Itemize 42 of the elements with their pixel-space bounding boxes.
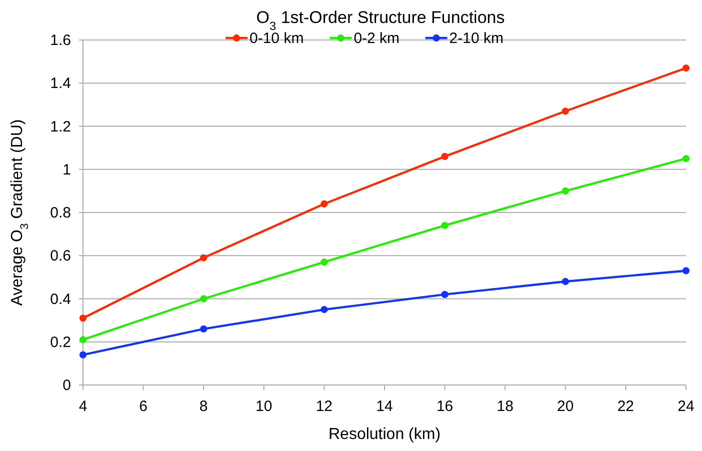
legend-label: 0-2 km	[354, 30, 400, 47]
x-tick-label: 8	[199, 398, 208, 415]
y-tick-label: 1.4	[50, 75, 71, 92]
y-tick-label: 1	[62, 161, 71, 178]
y-tick-label: 0.4	[50, 290, 71, 308]
y-tick-label: 0	[62, 377, 71, 394]
x-tick-label: 18	[496, 398, 514, 415]
point	[320, 200, 328, 208]
point	[682, 64, 690, 72]
point	[320, 258, 328, 266]
x-axis-title: Resolution (km)	[328, 426, 441, 443]
y-tick-label: 0.8	[50, 204, 71, 222]
point	[682, 267, 690, 274]
point	[441, 152, 448, 160]
point	[320, 306, 328, 314]
x-tick-label: 14	[376, 398, 393, 415]
point	[79, 351, 87, 358]
point	[200, 295, 208, 302]
x-tick-label: 4	[78, 398, 88, 415]
point	[682, 155, 690, 162]
legend-label: 0-10 km	[250, 30, 304, 47]
x-tick-label: 10	[256, 398, 272, 415]
y-tick-label: 0.6	[50, 248, 71, 265]
x-tick-label: 6	[139, 398, 148, 415]
point	[562, 187, 569, 194]
y-tick-label: 1.6	[50, 32, 71, 49]
point	[79, 314, 87, 322]
point	[441, 290, 448, 298]
point	[441, 222, 448, 229]
point	[562, 278, 569, 286]
chart-title: O$_{3}$ 1st-Order Structure Functions	[256, 8, 505, 33]
y-tick-label: 1.2	[50, 118, 71, 136]
x-tick-label: 20	[557, 398, 574, 415]
x-tick-label: 16	[436, 398, 454, 415]
y-tick-label: 0.2	[50, 334, 71, 351]
legend-label: 2-10 km	[449, 30, 504, 47]
point	[562, 108, 569, 115]
point	[200, 254, 208, 262]
x-tick-label: 22	[617, 398, 634, 415]
point	[200, 325, 208, 332]
x-tick-label: 24	[678, 398, 694, 415]
x-tick-label: 12	[316, 398, 333, 415]
